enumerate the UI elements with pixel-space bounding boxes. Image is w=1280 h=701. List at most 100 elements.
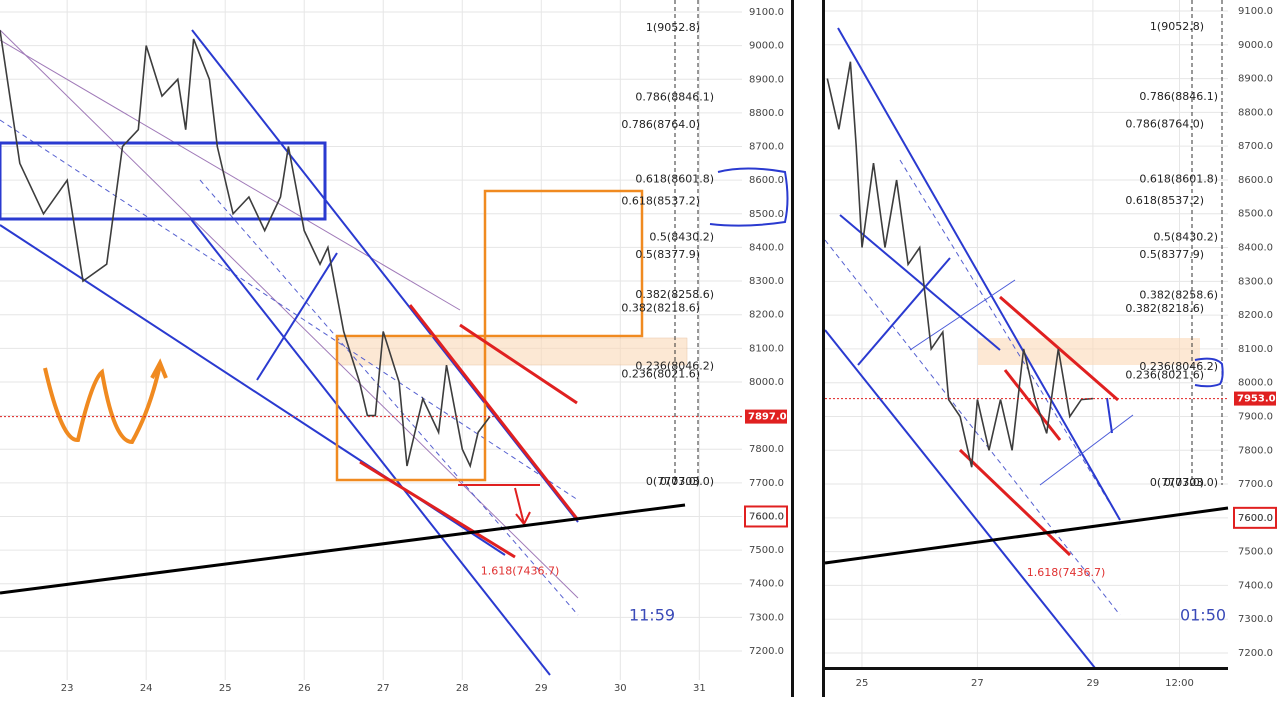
trend-line [999,295,1119,402]
price-marker-box [744,505,788,528]
y-tick-label: 8700.0 [1238,141,1273,152]
axis-bar [825,667,1228,670]
price-line [0,30,491,469]
y-tick-label: 7300.0 [749,612,784,623]
y-tick-label: 7500.0 [749,545,784,556]
fib-level-label: 0.786(8764.0) [1125,118,1204,131]
fib-level-label: 0(7703.0) [1150,476,1204,489]
trend-line [359,460,516,559]
fib-level-label: 0.5(8430.2) [649,230,714,243]
fib-level-label: 0.382(8218.6) [621,301,700,314]
fib-level-label: 1(9052.8) [646,21,700,34]
fib-extension-label: 1.618(7436.7) [1027,566,1106,579]
y-tick-label: 8300.0 [1238,276,1273,287]
fib-level-label: 0.5(8377.9) [1139,248,1204,261]
y-tick-label: 7800.0 [749,444,784,455]
x-tick-label: 27 [971,678,984,689]
y-tick-label: 7700.0 [749,478,784,489]
trend-line [958,448,1072,557]
fib-level-label: 0(7703.0) [660,475,714,488]
fib-level-label: 0.618(8601.8) [1139,172,1218,185]
fib-level-label: 0.786(8846.1) [635,90,714,103]
trend-line [1003,369,1062,441]
box [335,334,487,482]
arrow [514,487,531,526]
fib-level-label: 0.786(8764.0) [621,118,700,131]
x-tick-label: 27 [377,683,390,694]
arrow [857,257,951,366]
y-tick-label: 8600.0 [1238,175,1273,186]
right-drawings [824,0,1229,669]
y-tick-label: 8600.0 [749,175,784,186]
y-tick-label: 8400.0 [749,242,784,253]
y-tick-label: 9000.0 [1238,40,1273,51]
y-tick-label: 8900.0 [749,74,784,85]
last-price-label: 7897.0 [748,412,787,423]
data-layer [0,30,1228,469]
x-tick-label: 25 [856,678,869,689]
bracket [1194,357,1224,388]
x-tick-label: 30 [614,683,627,694]
fib-level-label: 0.236(8046.2) [635,359,714,372]
price-marker-box [1233,506,1277,529]
trend-line [199,179,579,616]
y-tick-label: 7900.0 [1238,411,1273,422]
x-tick-label: 25 [219,683,232,694]
y-tick-label: 7800.0 [1238,445,1273,456]
left-drawings [0,0,789,676]
trend-line [1039,414,1134,486]
zone [978,338,1200,365]
y-tick-label: 8500.0 [1238,209,1273,220]
x-tick-label: 28 [456,683,469,694]
fib-level-label: 0.236(8021.6) [1125,368,1204,381]
price-marker-label: 7600.0 [1238,513,1273,524]
trend-line [839,214,1001,351]
fib-level-label: 0.382(8218.6) [1125,302,1204,315]
separator [791,0,794,697]
y-tick-label: 7400.0 [749,579,784,590]
y-tick-label: 7200.0 [1238,648,1273,659]
trend-line [0,29,579,599]
trend-line [189,217,551,676]
fib-level-label: 0.236(8046.2) [1139,360,1218,373]
fib-level-label: 0.5(8377.9) [635,248,700,261]
x-tick-label: 23 [61,683,74,694]
y-tick-label: 7400.0 [1238,580,1273,591]
fib-level-label: 0(7703.0) [646,475,700,488]
y-tick-label: 7300.0 [1238,614,1273,625]
trend-line [0,119,579,501]
fib-level-label: 0.786(8846.1) [1139,90,1218,103]
y-tick-label: 9100.0 [749,7,784,18]
trend-line [824,329,1096,669]
trend-line [0,39,461,311]
y-tick-label: 7200.0 [749,646,784,657]
trend-line [459,323,578,405]
trend-line [909,279,1016,351]
x-tick-label: 29 [1087,678,1100,689]
y-tick-label: 8300.0 [749,276,784,287]
fib-level-label: 0.382(8258.6) [635,288,714,301]
last-price-label: 7953.0 [1237,394,1276,405]
fib-level-label: 0.236(8021.6) [621,368,700,381]
y-tick-label: 8100.0 [1238,344,1273,355]
fib-extension-label: 1.618(7436.7) [481,564,560,577]
y-tick-label: 7700.0 [1238,479,1273,490]
y-tick-label: 8100.0 [749,343,784,354]
y-tick-label: 8700.0 [749,142,784,153]
fib-level-label: 0.5(8430.2) [1153,230,1218,243]
y-tick-label: 8000.0 [1238,378,1273,389]
time-label: 01:50 [1180,606,1226,625]
y-tick-label: 8200.0 [1238,310,1273,321]
y-tick-label: 8800.0 [1238,107,1273,118]
y-tick-label: 7600.0 [1238,513,1273,524]
fib-level-label: 0.382(8258.6) [1139,288,1218,301]
y-tick-label: 7600.0 [749,511,784,522]
time-label: 11:59 [629,606,675,625]
x-tick-label: 31 [693,683,706,694]
x-tick-label: 26 [298,683,311,694]
price-marker-label: 7600.0 [749,511,784,522]
last-price-box [1234,391,1276,406]
trend-line [0,503,686,595]
price-line [826,61,1093,468]
